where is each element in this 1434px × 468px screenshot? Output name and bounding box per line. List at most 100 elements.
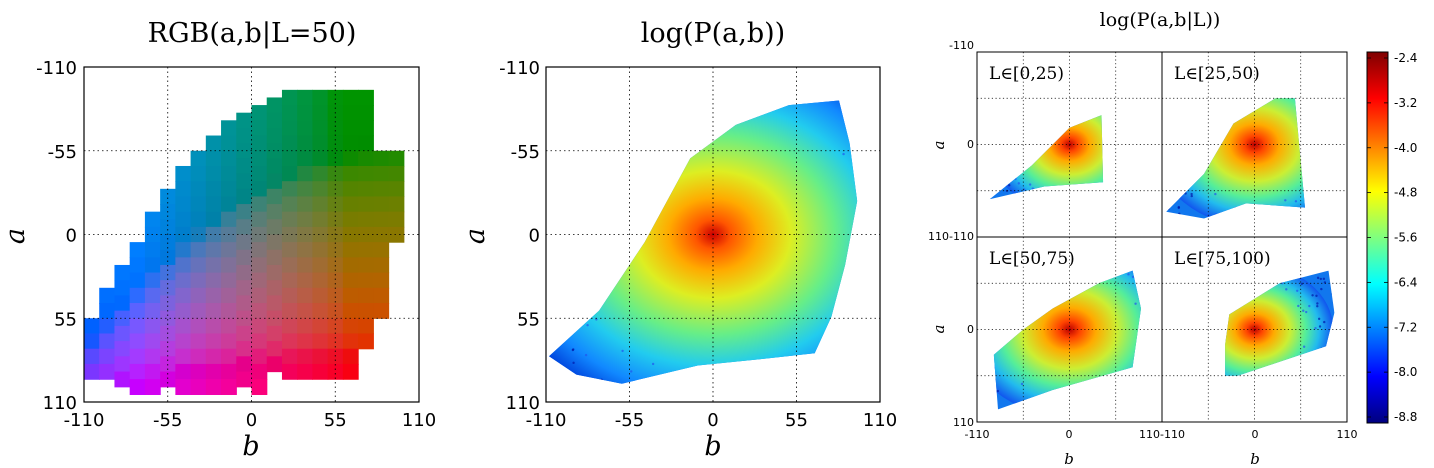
subplot-density-speck (1001, 179, 1005, 182)
gamut-cell (297, 211, 314, 228)
gamut-cell (342, 181, 359, 198)
gamut-cell (312, 257, 329, 274)
density-speck (556, 269, 560, 272)
gamut-cell (312, 181, 329, 198)
y-tick-label: -55 (511, 142, 540, 163)
gamut-cell (388, 150, 405, 167)
subplot-density-speck (1302, 309, 1305, 312)
density-speck (602, 113, 605, 116)
gamut-cell (297, 363, 314, 380)
gamut-cell (144, 348, 161, 365)
gamut-cell (327, 333, 344, 350)
gamut-cell (251, 181, 268, 198)
gamut-cell (160, 249, 176, 266)
gamut-cell (190, 303, 207, 319)
gamut-cell (129, 303, 146, 319)
gamut-cell (342, 333, 359, 350)
subplot-density-speck (1015, 277, 1019, 281)
subplot-density-speck (1274, 207, 1277, 210)
gamut-cell (266, 188, 283, 205)
gamut-cell (327, 287, 344, 304)
gamut-cell (358, 120, 374, 137)
subplot-density-speck (1331, 292, 1334, 296)
subplot-density-speck (1202, 101, 1205, 105)
density-grid (546, 67, 880, 402)
gamut-cell (266, 204, 283, 220)
gamut-cell (312, 89, 329, 106)
gamut-cell (266, 341, 283, 357)
x-tick-label: -110 (526, 410, 567, 431)
gamut-cell (281, 135, 298, 152)
gamut-cell (388, 196, 405, 213)
subplot-density-speck (1007, 119, 1010, 123)
gamut-cell (160, 188, 176, 205)
subplot-density-speck (1214, 192, 1217, 196)
gamut-cell (312, 105, 329, 121)
gamut-cell (251, 211, 268, 228)
subplot-density-speck (1107, 387, 1110, 391)
gamut-cell (114, 371, 131, 388)
gamut-cell (342, 242, 359, 258)
gamut-cell (297, 318, 314, 335)
density-speck (549, 201, 553, 204)
subplot-density-speck (993, 378, 996, 381)
subplot-density-speck (1029, 398, 1033, 402)
gamut-cell (144, 257, 161, 274)
gamut-cell (297, 105, 314, 121)
gamut-cell (205, 363, 222, 380)
subplot-density-speck (1001, 120, 1004, 123)
gamut-cell (281, 363, 298, 380)
gamut-cell (388, 181, 405, 198)
subplot-density-speck (1107, 401, 1111, 405)
gamut-cell (114, 310, 131, 327)
subplot-density-speck (1134, 302, 1137, 305)
subplot-density-speck (1119, 394, 1123, 398)
subplot-density-speck (1320, 287, 1323, 291)
gamut-cell (236, 173, 253, 190)
gamut-cell (327, 242, 344, 258)
gamut-cell (205, 348, 222, 365)
rgb-x-axis-label: b (242, 431, 259, 462)
gamut-cell (342, 303, 359, 319)
rgb-plot-frame (83, 66, 420, 403)
subplot-density-speck (993, 122, 996, 125)
x-tick-label: 0 (1252, 428, 1259, 441)
subplot-density-speck (1171, 215, 1174, 218)
gamut-cell (205, 181, 222, 198)
gamut-cell (312, 226, 329, 243)
subplot-density-speck (1127, 273, 1130, 276)
gamut-cell (221, 318, 237, 335)
colorbar-tick-label: -8.0 (1394, 365, 1417, 379)
gamut-cell (175, 303, 192, 319)
gamut-cell (205, 242, 222, 258)
gamut-cell (342, 211, 359, 228)
subplot-0: L∈[0,25) (976, 51, 1163, 238)
gamut-cell (312, 287, 329, 304)
gamut-cell (266, 97, 283, 114)
gamut-cell (84, 363, 100, 380)
gamut-cell (327, 135, 344, 152)
gamut-cell (312, 211, 329, 228)
subplot-density-speck (1020, 382, 1024, 386)
gamut-cell (160, 264, 176, 281)
gamut-cell (312, 333, 329, 350)
subplot-density-speck (997, 288, 1001, 292)
gamut-cell (388, 226, 405, 243)
density-speck (573, 105, 576, 108)
gamut-cell (358, 257, 374, 274)
gamut-cell (221, 196, 237, 213)
gamut-cell (358, 181, 374, 198)
gamut-cell (297, 333, 314, 350)
gamut-cell (358, 165, 374, 182)
conditional-x-axis-label-right: b (1250, 450, 1260, 468)
gamut-cell (251, 333, 268, 350)
x-tick-label: 110 (402, 410, 436, 431)
subplot-density-speck (995, 273, 999, 276)
gamut-cell (236, 143, 253, 159)
subplot-density-speck (1013, 145, 1016, 149)
y-tick-label: 0 (66, 226, 77, 247)
y-tick-label: -110 (36, 58, 77, 79)
density-speck (715, 379, 719, 383)
subplot-density-speck (993, 366, 996, 370)
subplot-density-speck (1184, 160, 1187, 164)
